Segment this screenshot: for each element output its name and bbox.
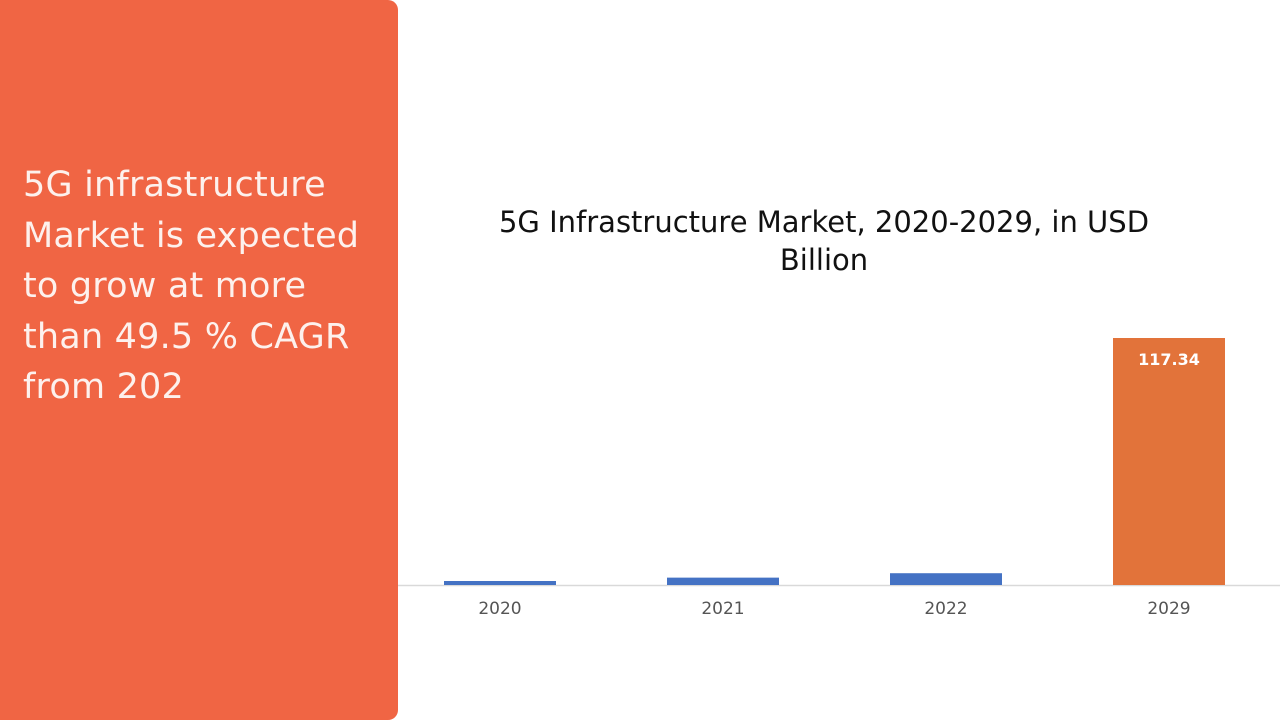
bar-2021	[667, 577, 779, 585]
bar-2022	[890, 573, 1002, 585]
side-panel-text: 5G infrastructure Market is expected to …	[23, 165, 360, 407]
bar-2020	[444, 581, 556, 585]
bar-2029	[1113, 338, 1225, 585]
chart-title: 5G Infrastructure Market, 2020-2029, in …	[498, 205, 1150, 277]
x-tick-label-2029: 2029	[1147, 599, 1190, 619]
side-panel: 5G infrastructure Market is expected to …	[0, 0, 398, 720]
x-tick-label-2020: 2020	[478, 599, 521, 619]
data-label-2029: 117.34	[1138, 350, 1200, 369]
bar-chart: 2020 2021 2022 2029 117.34	[398, 338, 1280, 619]
x-tick-label-2021: 2021	[701, 599, 744, 619]
chart-area: 5G Infrastructure Market, 2020-2029, in …	[398, 0, 1280, 720]
x-tick-label-2022: 2022	[924, 599, 967, 619]
